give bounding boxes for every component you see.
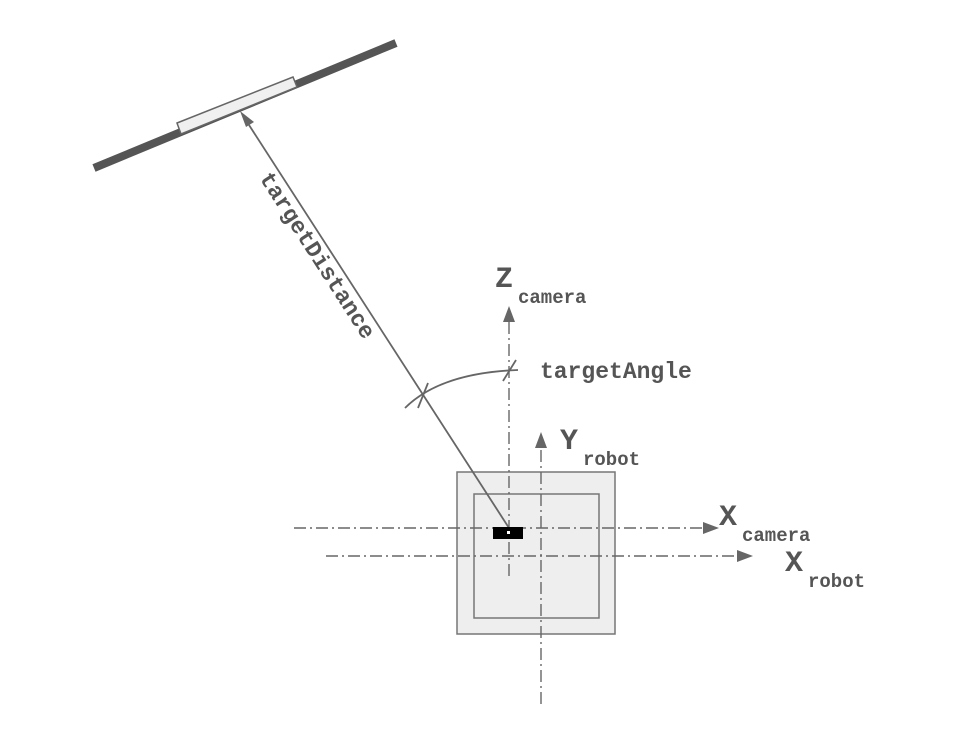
z-camera-arrowhead (503, 306, 515, 322)
x-robot-axis (326, 550, 753, 562)
z-camera-axis (503, 306, 515, 576)
target-distance-arrowhead (240, 111, 254, 127)
target-distance-segment (248, 124, 510, 529)
wall (92, 39, 398, 172)
x-camera-label-sub: camera (742, 525, 810, 547)
target-angle-arc-path (404, 369, 519, 409)
x-robot-arrowhead (737, 550, 753, 562)
y-robot-axis (535, 432, 547, 704)
y-robot-label-sub: robot (583, 449, 640, 471)
arc-tick-right (502, 359, 517, 382)
x-robot-label-sub: robot (808, 571, 865, 593)
target-distance-label: targetDistance (253, 168, 380, 345)
target-angle-arc (404, 359, 519, 409)
camera-lens (507, 531, 510, 534)
y-robot-arrowhead (535, 432, 547, 448)
y-robot-label: Y (560, 425, 578, 459)
vision-target (176, 76, 298, 135)
x-robot-label: X (785, 547, 803, 581)
arc-tick-left (417, 382, 429, 409)
x-camera-arrowhead (703, 522, 719, 534)
z-camera-label-main: Z (495, 263, 513, 297)
z-camera-label: Z (495, 263, 513, 297)
z-camera-label-sub: camera (518, 287, 586, 309)
robot (456, 471, 616, 635)
target-distance-line (240, 111, 510, 529)
x-camera-label: X (719, 501, 737, 535)
robot-frame (473, 493, 600, 619)
camera (493, 527, 523, 539)
target-angle-label: targetAngle (540, 359, 692, 385)
